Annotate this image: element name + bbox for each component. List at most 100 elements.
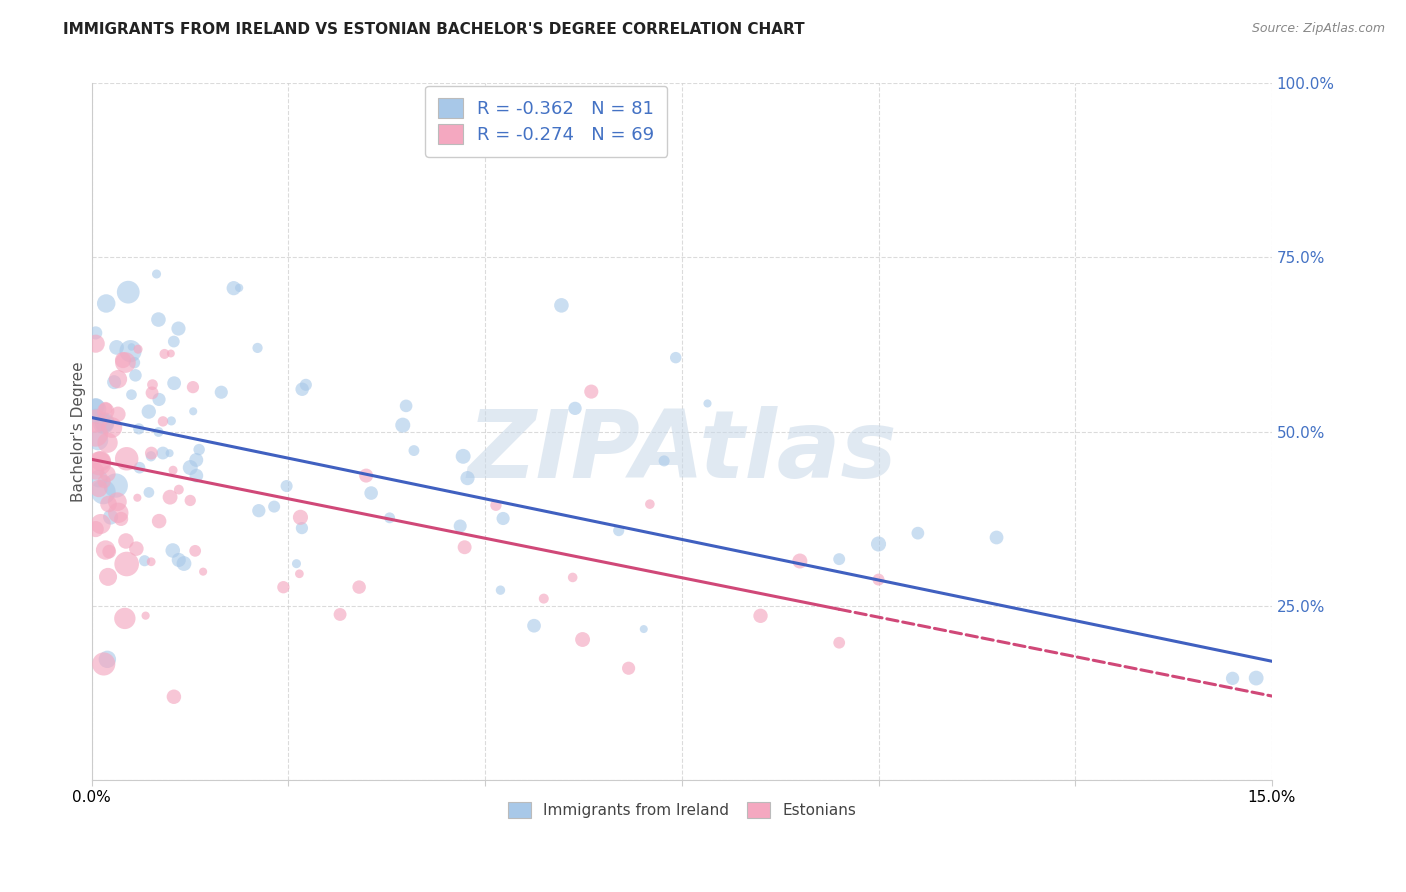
Point	[295, 377, 318, 392]
Point	[550, 298, 572, 312]
Point	[138, 485, 160, 500]
Point	[581, 384, 603, 399]
Point	[97, 497, 120, 511]
Point	[84, 427, 107, 442]
Point	[186, 468, 208, 483]
Point	[114, 611, 136, 625]
Point	[97, 435, 120, 450]
Point	[564, 401, 586, 416]
Point	[84, 402, 107, 417]
Point	[94, 404, 117, 418]
Point	[90, 454, 112, 468]
Point	[84, 522, 107, 536]
Point	[617, 661, 640, 675]
Point	[100, 510, 122, 524]
Point	[105, 340, 128, 354]
Y-axis label: Bachelor's Degree: Bachelor's Degree	[72, 361, 86, 502]
Point	[84, 414, 107, 428]
Point	[84, 400, 107, 414]
Point	[111, 353, 134, 368]
Point	[607, 524, 630, 538]
Point	[97, 467, 120, 481]
Point	[90, 516, 112, 531]
Point	[103, 375, 125, 389]
Point	[94, 401, 117, 416]
Point	[97, 570, 120, 584]
Point	[163, 376, 186, 391]
Point	[93, 475, 115, 489]
Point	[141, 446, 163, 460]
Point	[107, 372, 129, 386]
Text: Source: ZipAtlas.com: Source: ZipAtlas.com	[1251, 22, 1385, 36]
Point	[167, 483, 190, 497]
Point	[181, 404, 204, 418]
Point	[148, 392, 170, 407]
Point	[104, 478, 127, 492]
Point	[179, 460, 201, 475]
Point	[127, 342, 149, 356]
Point	[160, 346, 183, 360]
Point	[162, 543, 184, 558]
Text: ZIPAtlas: ZIPAtlas	[467, 407, 897, 499]
Point	[93, 484, 115, 499]
Point	[115, 533, 138, 548]
Point	[141, 385, 163, 400]
Point	[1222, 671, 1244, 685]
Point	[117, 285, 139, 300]
Point	[1244, 671, 1267, 685]
Point	[173, 557, 195, 571]
Point	[93, 417, 115, 431]
Point	[87, 482, 110, 496]
Point	[290, 510, 312, 524]
Point	[273, 580, 295, 594]
Point	[120, 344, 142, 359]
Point	[263, 500, 285, 514]
Point	[125, 541, 148, 556]
Point	[128, 422, 150, 436]
Point	[489, 583, 512, 598]
Point	[105, 494, 128, 508]
Point	[98, 544, 121, 558]
Point	[101, 420, 124, 434]
Point	[89, 457, 111, 471]
Point	[395, 399, 418, 413]
Point	[162, 463, 184, 477]
Point	[633, 622, 655, 636]
Point	[148, 514, 170, 528]
Point	[145, 267, 167, 281]
Point	[96, 296, 118, 310]
Point	[141, 555, 163, 569]
Point	[184, 544, 207, 558]
Point	[492, 511, 515, 525]
Point	[159, 446, 181, 460]
Point	[96, 652, 118, 666]
Point	[148, 425, 170, 439]
Point	[828, 636, 851, 650]
Point	[163, 334, 186, 349]
Point	[87, 472, 110, 486]
Point	[347, 580, 370, 594]
Point	[449, 519, 471, 533]
Point	[191, 565, 214, 579]
Point	[134, 554, 156, 568]
Point	[110, 512, 132, 526]
Point	[523, 618, 546, 632]
Point	[93, 657, 115, 671]
Point	[789, 554, 811, 568]
Point	[84, 409, 107, 423]
Point	[360, 486, 382, 500]
Point	[285, 557, 308, 571]
Point	[93, 415, 115, 429]
Point	[139, 450, 162, 464]
Point	[228, 281, 250, 295]
Point	[354, 468, 377, 483]
Point	[453, 541, 475, 555]
Point	[246, 341, 269, 355]
Point	[135, 608, 157, 623]
Point	[124, 368, 146, 383]
Point	[128, 460, 150, 475]
Point	[94, 543, 117, 558]
Point	[159, 490, 181, 504]
Point	[167, 321, 190, 335]
Point	[288, 566, 311, 581]
